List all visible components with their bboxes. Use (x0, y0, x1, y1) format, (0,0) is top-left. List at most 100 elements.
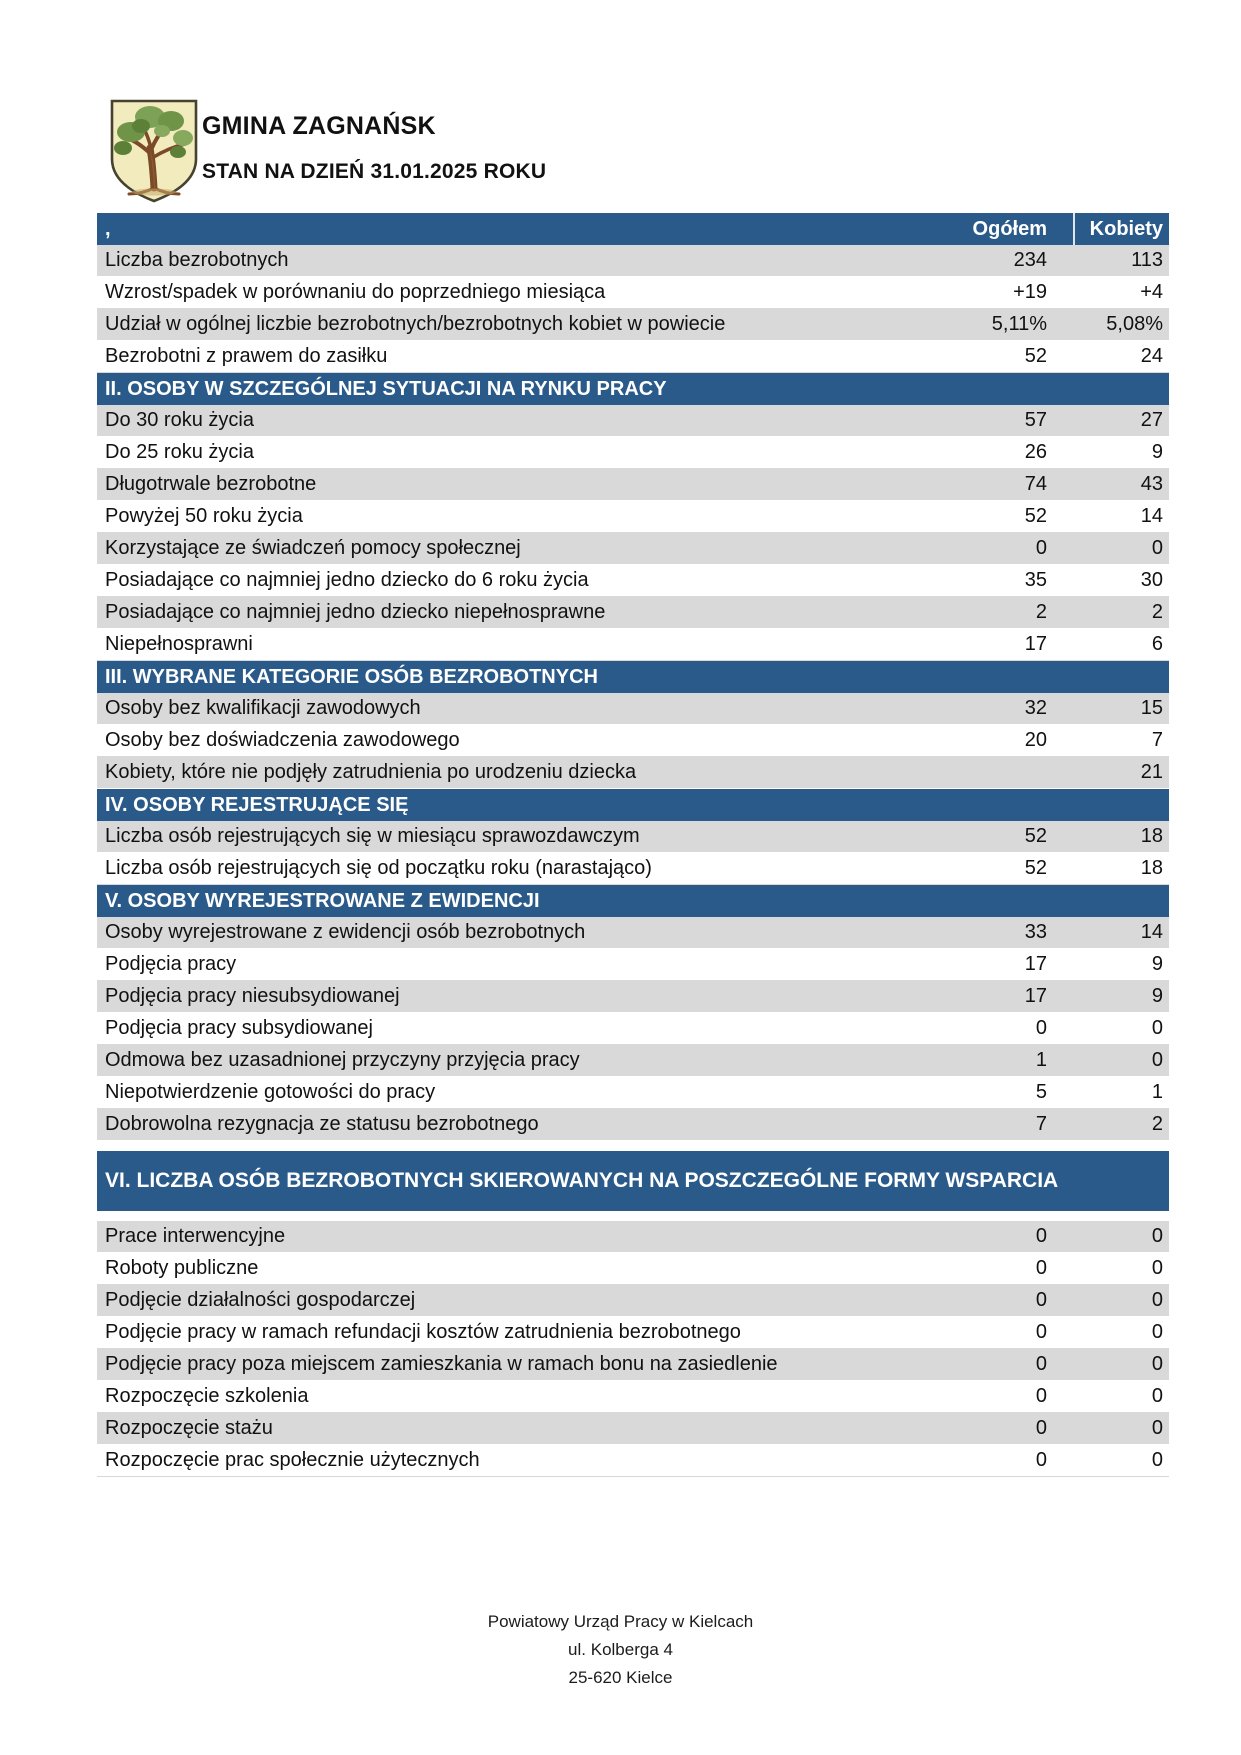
row-value-women: 2 (1151, 601, 1163, 623)
row-value-total: 74 (1024, 473, 1047, 495)
table-row: Podjęcia pracy niesubsydiowanej 17 9 (97, 981, 1169, 1013)
table-row: Rozpoczęcie szkolenia 0 0 (97, 1381, 1169, 1413)
table-row: Osoby bez kwalifikacji zawodowych 32 15 (97, 693, 1169, 725)
row-label: Odmowa bez uzasadnionej przyczyny przyję… (105, 1049, 580, 1071)
row-value-women: 6 (1151, 633, 1163, 655)
table-row: Podjęcie działalności gospodarczej 0 0 (97, 1285, 1169, 1317)
tree-foliage (114, 106, 193, 158)
row-value-women: 30 (1140, 569, 1163, 591)
row-label: Rozpoczęcie szkolenia (105, 1385, 309, 1407)
table-row: Do 30 roku życia 57 27 (97, 405, 1169, 437)
row-value-total: 0 (1035, 1257, 1047, 1279)
row-value-total: 52 (1024, 825, 1047, 847)
row-label: Korzystające ze świadczeń pomocy społecz… (105, 537, 521, 559)
row-label: Roboty publiczne (105, 1257, 259, 1279)
table-row: Dobrowolna rezygnacja ze statusu bezrobo… (97, 1109, 1169, 1141)
row-value-total: 17 (1024, 985, 1047, 1007)
row-label: Prace interwencyjne (105, 1225, 286, 1247)
section-title: III. WYBRANE KATEGORIE OSÓB BEZROBOTNYCH (105, 666, 598, 688)
table-gap (97, 1211, 1169, 1221)
row-label: Osoby bez doświadczenia zawodowego (105, 729, 460, 751)
row-label: Do 30 roku życia (105, 409, 254, 431)
footer-city: 25-620 Kielce (568, 1668, 673, 1687)
column-header-label: , (105, 218, 111, 240)
row-label: Niepotwierdzenie gotowości do pracy (105, 1081, 436, 1103)
table-row: Niepełnosprawni 17 6 (97, 629, 1169, 661)
table-row: Korzystające ze świadczeń pomocy społecz… (97, 533, 1169, 565)
row-label: Podjęcia pracy (105, 953, 237, 975)
row-value-total: 35 (1024, 569, 1047, 591)
row-value-total: 234 (1013, 249, 1047, 271)
row-value-total: 0 (1035, 1385, 1047, 1407)
statistics-table: , Ogółem Kobiety Liczba bezrobotnych 234 1… (97, 213, 1169, 1477)
row-value-total: 52 (1024, 857, 1047, 879)
table-row: Niepotwierdzenie gotowości do pracy 5 1 (97, 1077, 1169, 1109)
table-row: Długotrwale bezrobotne 74 43 (97, 469, 1169, 501)
row-value-total: 32 (1024, 697, 1047, 719)
row-value-women: 2 (1151, 1113, 1163, 1135)
row-value-total: 0 (1035, 1225, 1047, 1247)
row-value-women: 18 (1140, 825, 1163, 847)
section-title: IV. OSOBY REJESTRUJĄCE SIĘ (105, 794, 409, 816)
row-value-women: 43 (1140, 473, 1163, 495)
section-title: VI. LICZBA OSÓB BEZROBOTNYCH SKIEROWANYC… (105, 1169, 1059, 1192)
footer-street: ul. Kolberga 4 (568, 1640, 673, 1659)
footer-office-name: Powiatowy Urząd Pracy w Kielcach (487, 1612, 754, 1631)
row-value-women: 15 (1140, 697, 1163, 719)
row-value-total (893, 757, 1073, 788)
column-header-women: Kobiety (1073, 213, 1169, 245)
row-label: Podjęcia pracy subsydiowanej (105, 1017, 373, 1039)
table-row: Podjęcie pracy poza miejscem zamieszkani… (97, 1349, 1169, 1381)
row-label: Dobrowolna rezygnacja ze statusu bezrobo… (105, 1113, 539, 1135)
row-value-total: +19 (1013, 281, 1047, 303)
row-value-women: 0 (1151, 1353, 1163, 1375)
row-value-total: 0 (1035, 1353, 1047, 1375)
row-label: Do 25 roku życia (105, 441, 254, 463)
row-value-women: 18 (1140, 857, 1163, 879)
row-value-women: 0 (1151, 1385, 1163, 1407)
row-value-total: 5,11% (991, 313, 1047, 335)
row-value-women: 0 (1151, 1417, 1163, 1439)
row-value-total: 0 (1035, 1417, 1047, 1439)
table-row: Roboty publiczne 0 0 (97, 1253, 1169, 1285)
table-row: Posiadające co najmniej jedno dziecko do… (97, 565, 1169, 597)
row-label: Liczba osób rejestrujących się w miesiąc… (105, 825, 640, 847)
row-label: Osoby wyrejestrowane z ewidencji osób be… (105, 921, 586, 943)
row-label: Podjęcie pracy poza miejscem zamieszkani… (105, 1353, 778, 1375)
table-row: Kobiety, które nie podjęły zatrudnienia … (97, 757, 1169, 789)
row-value-women: 0 (1151, 1321, 1163, 1343)
row-value-total: 5 (1035, 1081, 1047, 1103)
report-table-body: Liczba bezrobotnych 234 113 Wzrost/spadek w… (97, 245, 1169, 1477)
row-value-women: 5,08% (1106, 313, 1163, 335)
report-date-subtitle: STAN NA DZIEŃ 31.01.2025 ROKU (202, 160, 547, 183)
row-label: Udział w ogólnej liczbie bezrobotnych/be… (105, 313, 726, 335)
row-value-total: 20 (1024, 729, 1047, 751)
section-header-row: V. OSOBY WYREJESTROWANE Z EWIDENCJI (97, 885, 1169, 917)
row-value-total: 17 (1024, 953, 1047, 975)
row-value-women: 9 (1151, 441, 1163, 463)
row-value-total: 17 (1024, 633, 1047, 655)
row-value-total: 0 (1035, 537, 1047, 559)
row-value-women: 24 (1140, 345, 1163, 367)
table-row: Odmowa bez uzasadnionej przyczyny przyję… (97, 1045, 1169, 1077)
table-row: Wzrost/spadek w porównaniu do poprzednie… (97, 277, 1169, 309)
coat-of-arms-logo (108, 98, 200, 204)
table-row: Powyżej 50 roku życia 52 14 (97, 501, 1169, 533)
section-title: II. OSOBY W SZCZEGÓLNEJ SYTUACJI NA RYNK… (105, 378, 667, 400)
table-row: Osoby bez doświadczenia zawodowego 20 7 (97, 725, 1169, 757)
row-value-women: 0 (1151, 1049, 1163, 1071)
row-label: Długotrwale bezrobotne (105, 473, 317, 495)
row-value-total: 1 (1035, 1049, 1047, 1071)
row-value-total: 57 (1024, 409, 1047, 431)
table-row: Posiadające co najmniej jedno dziecko ni… (97, 597, 1169, 629)
row-label: Podjęcie działalności gospodarczej (105, 1289, 416, 1311)
row-value-women: 14 (1140, 505, 1163, 527)
section-header-row: II. OSOBY W SZCZEGÓLNEJ SYTUACJI NA RYNK… (97, 373, 1169, 405)
table-row: Bezrobotni z prawem do zasiłku 52 24 (97, 341, 1169, 373)
tree-trunk (150, 150, 155, 188)
row-label: Posiadające co najmniej jedno dziecko do… (105, 569, 589, 591)
row-label: Podjęcia pracy niesubsydiowanej (105, 985, 400, 1007)
table-row: Liczba osób rejestrujących się od począt… (97, 853, 1169, 885)
table-header-row: , Ogółem Kobiety (97, 213, 1169, 245)
